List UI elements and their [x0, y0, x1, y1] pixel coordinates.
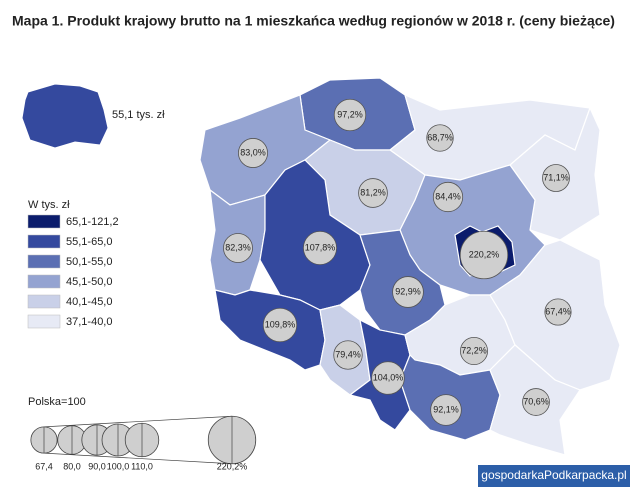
value-label: 67,4% [545, 306, 571, 316]
legend-label: 65,1-121,2 [66, 216, 119, 228]
scale-outline [43, 415, 233, 428]
legend-swatch [27, 234, 61, 249]
value-label: 104,0% [373, 372, 404, 382]
legend-title: W tys. zł [28, 199, 70, 211]
value-label: 71,1% [543, 172, 569, 182]
value-label: 79,4% [335, 349, 361, 359]
value-circle [333, 340, 363, 370]
value-label: 109,8% [265, 319, 296, 329]
value-label: 70,6% [523, 396, 549, 406]
value-circle [522, 388, 550, 416]
value-label: 82,3% [225, 242, 251, 252]
value-label: 97,2% [337, 109, 363, 119]
watermark: gospodarkaPodkarpacka.pl [481, 468, 626, 482]
scale-label: 90,0 [88, 461, 106, 471]
value-circle [542, 164, 570, 192]
value-label: 83,0% [240, 147, 266, 157]
legend-label: 40,1-45,0 [66, 296, 112, 308]
value-circle [392, 276, 424, 308]
value-circle [333, 98, 367, 132]
value-label: 84,4% [435, 191, 461, 201]
scale-title: Polska=100 [28, 396, 86, 408]
value-label: 72,2% [461, 345, 487, 355]
value-circle [358, 178, 388, 208]
legend-swatch [27, 274, 61, 289]
value-circle [238, 138, 268, 168]
scale-label: 80,0 [63, 461, 81, 471]
value-circle [426, 124, 454, 152]
value-circle [430, 394, 462, 426]
scale-label: 220,2% [217, 461, 248, 471]
title: Mapa 1. Produkt krajowy brutto na 1 mies… [12, 13, 615, 29]
national-label: 55,1 tys. zł [112, 109, 165, 121]
scale-label: 67,4 [35, 461, 53, 471]
scale-label: 110,0 [131, 461, 153, 471]
national-icon [21, 83, 109, 149]
legend-swatch [27, 294, 61, 309]
value-circle [223, 233, 253, 263]
value-label: 92,9% [395, 286, 421, 296]
scale-outline [43, 452, 233, 465]
value-circle [544, 298, 572, 326]
legend-label: 55,1-65,0 [66, 236, 112, 248]
legend-label: 50,1-55,0 [66, 256, 112, 268]
watermark-box [478, 465, 630, 487]
value-circle [262, 307, 298, 343]
legend-swatch [27, 214, 61, 229]
legend-swatch [27, 254, 61, 269]
value-circle [460, 337, 488, 365]
value-label: 107,8% [305, 242, 336, 252]
value-circle [371, 361, 405, 395]
legend-label: 45,1-50,0 [66, 276, 112, 288]
value-circle [302, 230, 338, 266]
value-label: 92,1% [433, 404, 459, 414]
value-circle [459, 230, 509, 280]
value-circle [432, 181, 464, 213]
value-label: 68,7% [427, 132, 453, 142]
value-label: 81,2% [360, 187, 386, 197]
legend-swatch [27, 314, 61, 329]
value-label: 220,2% [469, 249, 500, 259]
scale-label: 100,0 [107, 461, 130, 471]
legend-label: 37,1-40,0 [66, 316, 112, 328]
